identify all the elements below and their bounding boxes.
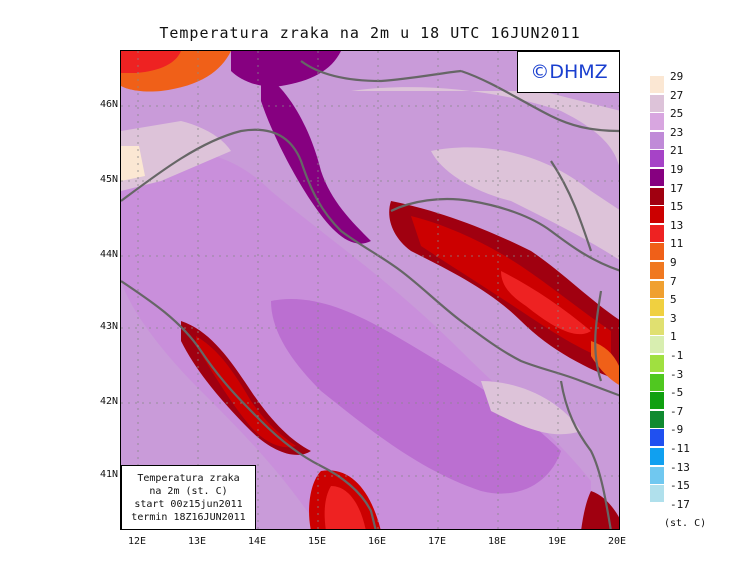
legend-label: 11 [670, 237, 684, 251]
legend-swatch [650, 94, 664, 112]
legend-swatch [650, 113, 664, 131]
legend-label: 29 [670, 70, 684, 83]
legend-label: -11 [670, 442, 690, 455]
lon-label-20e: 20E [607, 536, 627, 547]
legend-label: 25 [670, 107, 684, 121]
legend-label: 5 [670, 293, 677, 307]
legend-swatch [650, 448, 664, 465]
info-line-2: na 2m (st. C) [149, 486, 228, 497]
legend-label: 7 [670, 274, 677, 288]
legend-label: -1 [670, 349, 684, 362]
legend-label: 13 [670, 218, 684, 232]
legend-label: 3 [670, 311, 677, 325]
legend-label: 1 [670, 330, 677, 344]
lat-label-43n: 43N [99, 321, 118, 332]
temperature-map: ©DHMZ Temperatura zraka na 2m (st. C) st… [120, 50, 620, 530]
legend-swatch [650, 150, 664, 168]
legend-swatch [650, 224, 664, 242]
lat-label-41n: 41N [99, 469, 118, 480]
legend-swatch [650, 299, 664, 317]
lon-label-19e: 19E [547, 536, 567, 547]
legend-swatch [650, 262, 664, 279]
legend-label: -7 [670, 404, 684, 418]
lon-label-14e: 14E [247, 536, 267, 547]
legend-label: 17 [670, 181, 684, 195]
color-legend: 29 27 25 23 21 19 17 15 13 11 9 7 5 3 1 -1 -3 -5 -7 -9 -11 -1… [650, 70, 740, 570]
lat-label-44n: 44N [99, 249, 118, 260]
legend-label: -15 [670, 479, 690, 493]
info-line-1: Temperatura zraka [137, 473, 240, 484]
lon-label-16e: 16E [367, 536, 387, 547]
lat-label-45n: 45N [99, 174, 118, 185]
legend-swatch [650, 410, 664, 428]
legend-swatch [650, 169, 664, 186]
legend-label: -5 [670, 386, 684, 400]
lon-label-13e: 13E [187, 536, 207, 547]
legend-swatch [650, 243, 664, 261]
legend-unit: (st. C) [664, 518, 707, 529]
temperature-field [121, 51, 619, 529]
dhmz-logo: ©DHMZ [517, 51, 619, 93]
legend-swatch [650, 187, 664, 205]
lat-label-42n: 42N [99, 396, 118, 407]
lon-label-18e: 18E [487, 536, 507, 547]
info-line-4: termin 18Z16JUN2011 [131, 512, 246, 523]
legend-swatch [650, 392, 664, 410]
legend-label: -9 [670, 423, 684, 437]
legend-swatch [650, 76, 664, 93]
legend-swatch [650, 485, 664, 503]
legend-label: 19 [670, 163, 684, 176]
legend-swatch [650, 466, 664, 484]
info-line-3: start 00z15jun2011 [134, 499, 243, 510]
legend-swatch [650, 355, 664, 372]
legend-label: -13 [670, 460, 690, 474]
chart-title: Temperatura zraka na 2m u 18 UTC 16JUN20… [159, 24, 581, 42]
legend-swatch [650, 206, 664, 224]
lat-label-46n: 46N [99, 99, 118, 110]
legend-label: -17 [670, 497, 690, 511]
legend-label: 15 [670, 200, 684, 214]
legend-label: 27 [670, 88, 684, 102]
legend-swatch [650, 317, 664, 335]
legend-label: 23 [670, 125, 684, 139]
lon-label-15e: 15E [307, 536, 327, 547]
legend-swatch [650, 373, 664, 391]
legend-swatch [650, 131, 664, 149]
legend-swatch [650, 336, 664, 354]
legend-swatch [650, 280, 664, 298]
legend-swatch [650, 429, 664, 447]
forecast-info-box: Temperatura zraka na 2m (st. C) start 00… [121, 465, 256, 529]
legend-label: -3 [670, 367, 684, 381]
lon-label-17e: 17E [427, 536, 447, 547]
legend-label: 9 [670, 256, 677, 269]
legend-label: 21 [670, 144, 684, 158]
lon-label-12e: 12E [127, 536, 147, 547]
